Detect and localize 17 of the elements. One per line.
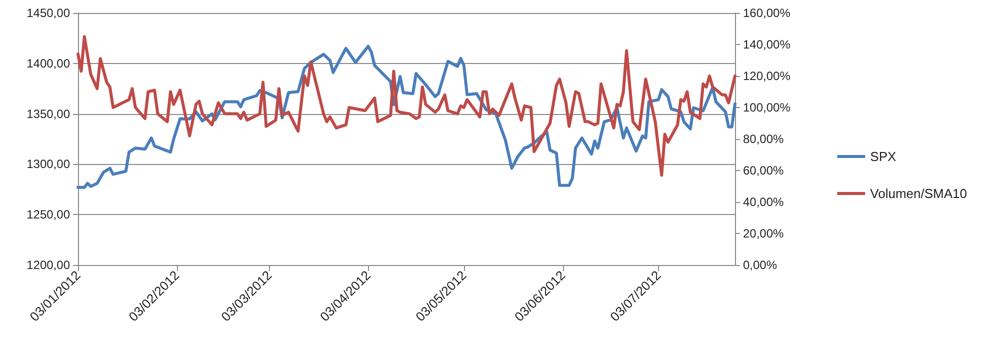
y-tick-label: 1300,00 — [26, 157, 70, 172]
y2-tick-label: 140,00% — [743, 38, 791, 52]
y-tick-label: 1250,00 — [26, 208, 70, 222]
y2-tick-label: 160,00% — [743, 6, 791, 20]
y2-tick-label: 40,00% — [743, 195, 784, 209]
y-tick-label: 1350,00 — [26, 106, 70, 121]
y-tick-label: 1400,00 — [26, 56, 70, 70]
y-tick-label: 1200,00 — [26, 258, 70, 272]
legend-label: Volumen/SMA10 — [870, 186, 968, 201]
y-tick-label: 1450,00 — [26, 6, 70, 20]
y2-tick-label: 120,00% — [743, 69, 791, 83]
y2-tick-label: 80,00% — [743, 132, 784, 146]
y2-tick-label: 20,00% — [743, 226, 784, 240]
y2-tick-label: 60,00% — [743, 164, 784, 178]
legend-label: SPX — [870, 149, 897, 164]
y2-tick-label: 100,00% — [743, 100, 791, 114]
y2-tick-label: 0,00% — [743, 258, 778, 272]
